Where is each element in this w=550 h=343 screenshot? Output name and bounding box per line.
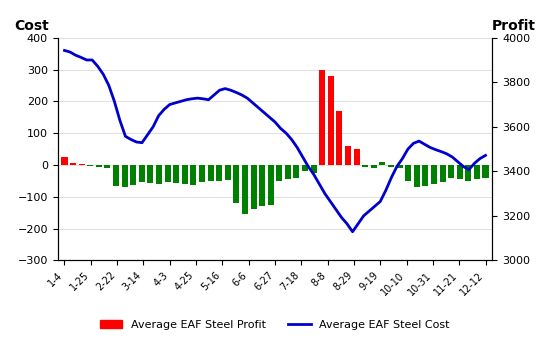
Bar: [268, 165, 274, 205]
Bar: [285, 165, 291, 179]
Bar: [431, 165, 437, 184]
Bar: [62, 157, 68, 165]
Bar: [302, 165, 308, 171]
Bar: [422, 165, 428, 186]
Bar: [337, 111, 343, 165]
Bar: [259, 165, 265, 206]
Bar: [328, 76, 334, 165]
Bar: [164, 165, 170, 182]
Bar: [379, 162, 386, 165]
Bar: [276, 165, 282, 181]
Bar: [294, 165, 300, 178]
Bar: [113, 165, 119, 186]
Bar: [414, 165, 420, 187]
Bar: [345, 146, 351, 165]
Bar: [397, 165, 403, 168]
Bar: [147, 165, 153, 184]
Bar: [388, 165, 394, 167]
Legend: Average EAF Steel Profit, Average EAF Steel Cost: Average EAF Steel Profit, Average EAF St…: [96, 315, 454, 334]
Bar: [70, 163, 76, 165]
Bar: [319, 70, 325, 165]
Bar: [104, 165, 111, 168]
Bar: [456, 165, 463, 179]
Bar: [130, 165, 136, 185]
Bar: [173, 165, 179, 184]
Bar: [199, 165, 205, 182]
Bar: [96, 165, 102, 167]
Bar: [474, 165, 480, 179]
Bar: [311, 165, 317, 173]
Bar: [190, 165, 196, 185]
Bar: [122, 165, 128, 187]
Bar: [156, 165, 162, 184]
Bar: [465, 165, 471, 181]
Bar: [182, 165, 188, 184]
Bar: [482, 165, 488, 178]
Bar: [216, 165, 222, 181]
Bar: [405, 165, 411, 181]
Bar: [242, 165, 248, 214]
Bar: [87, 165, 94, 166]
Bar: [371, 165, 377, 168]
Bar: [233, 165, 239, 203]
Bar: [225, 165, 231, 180]
Bar: [439, 165, 446, 182]
Bar: [79, 164, 85, 165]
Bar: [139, 165, 145, 182]
Bar: [448, 165, 454, 178]
Bar: [207, 165, 213, 181]
Bar: [354, 149, 360, 165]
Text: Cost: Cost: [14, 19, 49, 33]
Bar: [250, 165, 256, 210]
Bar: [362, 165, 368, 167]
Text: Profit: Profit: [492, 19, 536, 33]
